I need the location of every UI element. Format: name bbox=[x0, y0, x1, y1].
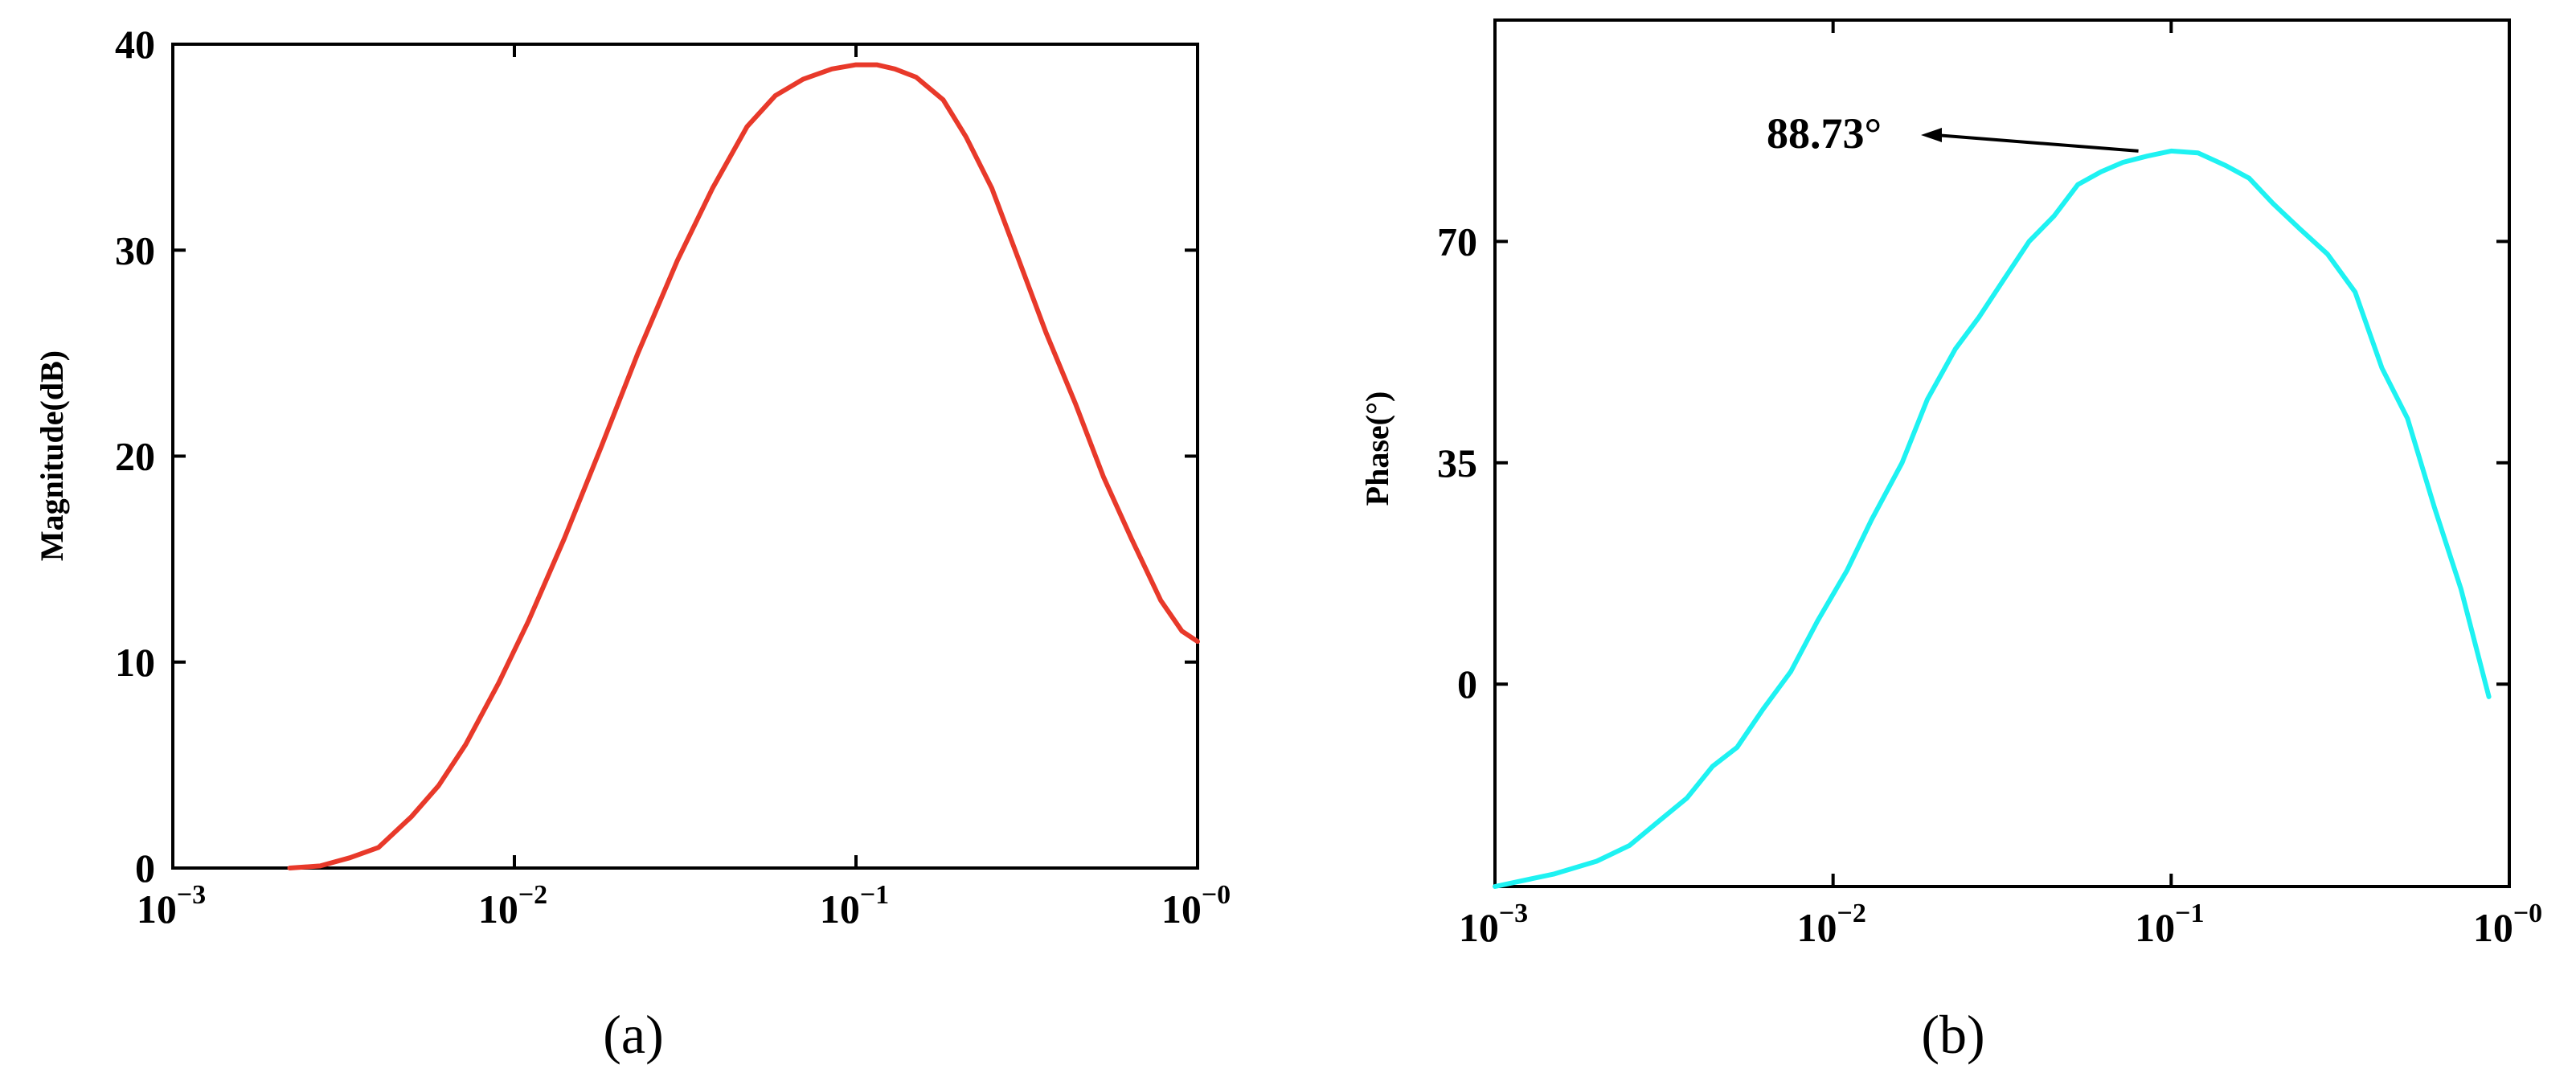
panel-a-plot-frame bbox=[171, 43, 1199, 870]
y-tick-label: 40 bbox=[115, 22, 155, 67]
y-tick-label: 35 bbox=[1437, 440, 1477, 485]
y-tick-label: 30 bbox=[115, 227, 155, 272]
y-tick-label: 10 bbox=[115, 640, 155, 685]
caption-a: (a) bbox=[603, 1004, 663, 1065]
peak-annotation-arrowhead bbox=[1921, 128, 1942, 142]
x-tick-label: 10−2 bbox=[478, 880, 547, 932]
y-tick-label: 70 bbox=[1437, 219, 1477, 264]
y-tick-label: 0 bbox=[135, 846, 155, 891]
x-tick-label: 10−3 bbox=[137, 880, 206, 932]
y-tick-label: 0 bbox=[1457, 661, 1477, 706]
panel-b-plot-frame bbox=[1493, 18, 2511, 888]
panel-b-phase-plot: Phase(°) 0 35 70 10−3 10−2 10−1 10−0 88.73° (b… bbox=[1359, 18, 2542, 1065]
y-tick-label: 20 bbox=[115, 434, 155, 479]
panel-b-phase-line bbox=[1493, 148, 2492, 889]
panel-b-ticks: 0 35 70 10−3 10−2 10−1 10−0 bbox=[1437, 20, 2542, 950]
panel-a-ticks: 0 10 20 30 40 10−3 10−2 10−1 10−0 bbox=[115, 22, 1231, 932]
panel-b-peak-annotation: 88.73° bbox=[1767, 109, 2139, 158]
x-tick-label: 10−0 bbox=[2473, 899, 2542, 950]
panel-a-magnitude-line bbox=[287, 62, 1200, 870]
x-tick-label: 10−1 bbox=[820, 880, 889, 932]
panel-b-y-axis-label: Phase(°) bbox=[1359, 391, 1395, 506]
peak-annotation-arrow bbox=[1935, 133, 2139, 153]
x-tick-label: 10−0 bbox=[1161, 880, 1231, 932]
peak-annotation-label: 88.73° bbox=[1767, 109, 1882, 158]
panel-a-y-axis-label: Magnitude(dB) bbox=[34, 350, 70, 561]
x-tick-label: 10−2 bbox=[1796, 899, 1865, 950]
caption-b: (b) bbox=[1921, 1004, 1984, 1065]
x-tick-label: 10−3 bbox=[1459, 899, 1528, 950]
x-tick-label: 10−1 bbox=[2135, 899, 2204, 950]
